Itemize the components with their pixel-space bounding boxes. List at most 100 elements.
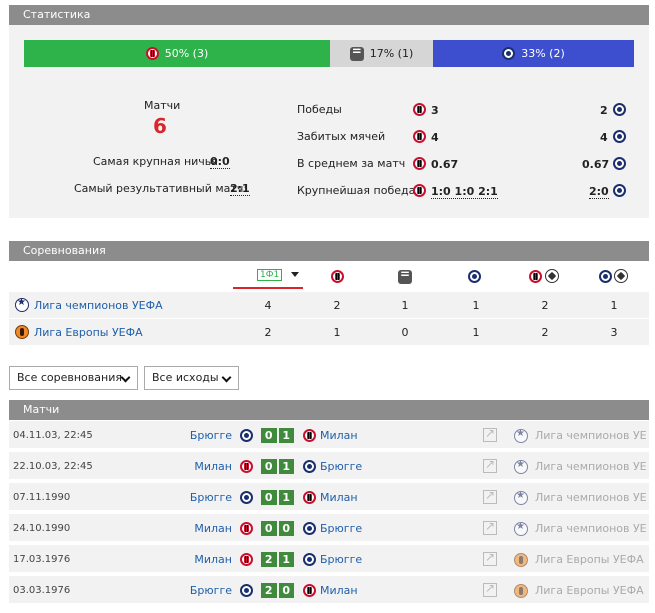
match-competition: Лига Европы УЕФА xyxy=(535,584,644,597)
brugge-goals-column-icon xyxy=(599,270,612,283)
brugge-crest-icon xyxy=(613,157,626,170)
match-competition: Лига чемпионов УЕФА xyxy=(535,522,647,535)
brugge-crest-icon xyxy=(613,130,626,143)
total-matches-cell: 2 xyxy=(264,326,272,339)
brugge-crest-icon xyxy=(303,522,316,535)
external-link-icon[interactable] xyxy=(483,581,497,597)
external-link-icon[interactable] xyxy=(483,550,497,566)
draws-cell: 0 xyxy=(401,326,409,339)
most-goals-label: Самый результативный матч: xyxy=(74,182,248,195)
competition-filter-select[interactable]: Все соревнования xyxy=(9,366,138,390)
external-link-icon[interactable] xyxy=(483,519,497,535)
outcome-filter-select[interactable]: Все исходы xyxy=(144,366,239,390)
sort-tab[interactable]: 1Ф1 xyxy=(233,265,303,289)
milan-wins-label: 50% (3) xyxy=(164,47,209,60)
competition-row[interactable]: Лига чемпионов УЕФА 4 2 1 1 2 1 xyxy=(9,292,649,319)
home-team-link[interactable]: Брюгге xyxy=(189,584,232,597)
ucl-icon xyxy=(15,297,29,312)
ucl-icon xyxy=(514,521,528,536)
milan-wins-cell: 1 xyxy=(333,326,341,339)
competitions-table-header: 1Ф1 xyxy=(9,262,649,292)
brugge-wins-bar[interactable]: 33% (2) xyxy=(433,40,634,67)
milan-crest-icon xyxy=(413,103,426,116)
match-date: 04.11.03, 22:45 xyxy=(13,430,93,441)
milan-wins-value: 3 xyxy=(431,104,439,117)
brugge-crest-icon xyxy=(240,429,253,442)
most-goals-value[interactable]: 2:1 xyxy=(230,182,250,196)
match-row[interactable]: 24.10.1990 Милан 00 Брюгге Лига чемпионов УЕ… xyxy=(9,514,649,543)
competition-row[interactable]: Лига Европы УЕФА 2 1 0 1 2 3 xyxy=(9,319,649,346)
away-score: 1 xyxy=(278,459,294,474)
home-team-link[interactable]: Брюгге xyxy=(189,429,232,442)
milan-wins-bar[interactable]: 50% (3) xyxy=(24,40,330,67)
draws-bar[interactable]: 17% (1) xyxy=(330,40,433,67)
milan-biggest-win-value[interactable]: 1:0 1:0 2:1 xyxy=(431,185,498,199)
match-row[interactable]: 22.10.03, 22:45 Милан 01 Брюгге Лига чемпион… xyxy=(9,452,649,481)
chevron-down-icon xyxy=(120,372,131,383)
draws-cell: 1 xyxy=(401,299,409,312)
matches-count: 6 xyxy=(153,114,167,138)
home-team-link[interactable]: Милан xyxy=(194,522,232,535)
match-row[interactable]: 04.11.03, 22:45 Брюгге 01 Милан Лига чемпион… xyxy=(9,421,649,450)
brugge-biggest-win-value[interactable]: 2:0 xyxy=(589,185,609,199)
home-team-link[interactable]: Брюгге xyxy=(189,491,232,504)
brugge-crest-icon xyxy=(240,584,253,597)
brugge-goals-value: 4 xyxy=(600,131,608,144)
matches-header: Матчи xyxy=(9,400,649,420)
home-score: 2 xyxy=(261,583,277,598)
draw-icon xyxy=(349,44,364,61)
home-score: 0 xyxy=(261,428,277,443)
milan-crest-icon xyxy=(303,429,316,442)
external-link-icon[interactable] xyxy=(483,457,497,473)
competition-name-link[interactable]: Лига чемпионов УЕФА xyxy=(34,299,163,312)
outcome-filter-value: Все исходы xyxy=(152,371,219,384)
home-team-link[interactable]: Милан xyxy=(194,460,232,473)
away-team-link[interactable]: Милан xyxy=(320,429,358,442)
milan-crest-icon xyxy=(240,553,253,566)
uel-icon xyxy=(15,325,29,339)
away-team-link[interactable]: Брюгге xyxy=(320,460,363,473)
away-team-link[interactable]: Брюгге xyxy=(320,553,363,566)
away-score: 1 xyxy=(278,490,294,505)
milan-average-value: 0.67 xyxy=(431,158,459,171)
milan-crest-icon xyxy=(145,47,159,60)
draws-label: 17% (1) xyxy=(369,47,414,60)
uel-icon xyxy=(514,584,528,598)
away-team-link[interactable]: Брюгге xyxy=(320,522,363,535)
brugge-crest-icon xyxy=(303,553,316,566)
match-date: 22.10.03, 22:45 xyxy=(13,461,93,472)
biggest-draw-value[interactable]: 0:0 xyxy=(210,155,230,169)
match-date: 17.03.1976 xyxy=(13,554,71,565)
match-row[interactable]: 07.11.1990 Брюгге 01 Милан Лига чемпионов УЕ… xyxy=(9,483,649,512)
match-competition: Лига Европы УЕФА xyxy=(535,553,644,566)
match-date: 07.11.1990 xyxy=(13,492,71,503)
ucl-icon xyxy=(514,459,528,474)
match-competition: Лига чемпионов УЕФА xyxy=(535,429,647,442)
away-team-link[interactable]: Милан xyxy=(320,491,358,504)
draws-column-icon xyxy=(398,267,412,284)
brugge-wins-cell: 1 xyxy=(472,299,480,312)
external-link-icon[interactable] xyxy=(483,426,497,442)
away-score: 1 xyxy=(278,552,294,567)
milan-crest-icon xyxy=(240,460,253,473)
brugge-wins-label: 33% (2) xyxy=(521,47,565,60)
home-team-link[interactable]: Милан xyxy=(194,553,232,566)
match-row[interactable]: 17.03.1976 Милан 21 Брюгге Лига Европы УЕФА xyxy=(9,545,649,574)
milan-goals-column-icon xyxy=(529,270,542,283)
match-date: 03.03.1976 xyxy=(13,585,71,596)
average-label: В среднем за матч xyxy=(297,157,406,170)
match-date: 24.10.1990 xyxy=(13,523,71,534)
away-team-link[interactable]: Милан xyxy=(320,584,358,597)
brugge-wins-value: 2 xyxy=(600,104,608,117)
brugge-wins-column-icon xyxy=(468,270,481,283)
milan-wins-column-icon xyxy=(331,270,344,283)
match-row[interactable]: 03.03.1976 Брюгге 20 Милан Лига Европы УЕФА xyxy=(9,576,649,605)
external-link-icon[interactable] xyxy=(483,488,497,504)
competition-name-link[interactable]: Лига Европы УЕФА xyxy=(34,326,143,339)
